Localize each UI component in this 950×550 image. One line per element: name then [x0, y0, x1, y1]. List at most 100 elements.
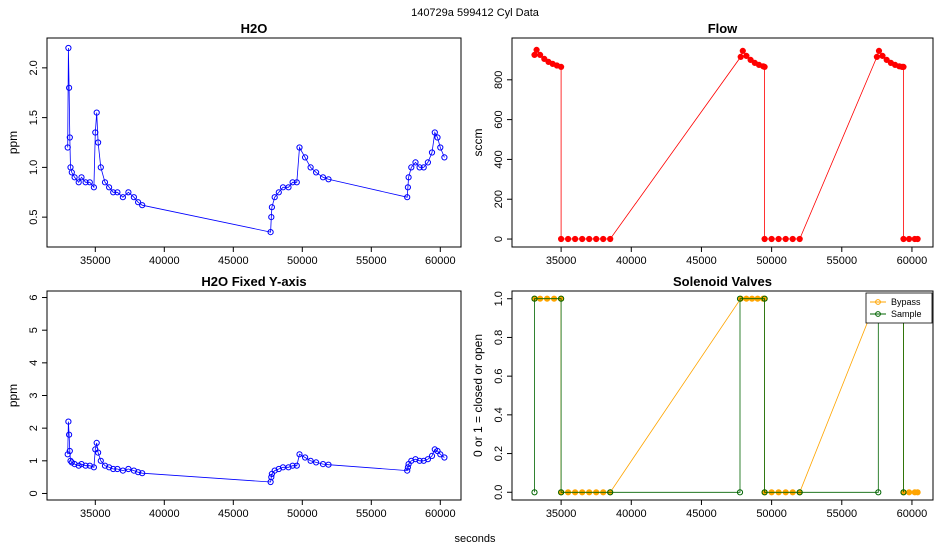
data-point: [875, 489, 882, 496]
data-point: [97, 164, 104, 171]
data-point: [319, 174, 327, 181]
x-tick-label: 60000: [425, 508, 456, 520]
data-point: [271, 194, 278, 201]
data-point: [906, 489, 913, 496]
data-point: [66, 447, 73, 455]
series-line-bypass: [534, 298, 918, 493]
data-point: [416, 457, 423, 464]
data-point: [307, 164, 314, 171]
panel-title: Flow: [708, 21, 738, 36]
data-point: [93, 439, 100, 446]
data-point: [90, 184, 98, 191]
x-tick-label: 45000: [218, 255, 249, 267]
data-point: [782, 235, 789, 243]
data-point: [78, 461, 85, 468]
data-point: [114, 189, 121, 196]
data-point: [289, 462, 296, 469]
data-point: [296, 144, 303, 151]
x-tick-label: 50000: [756, 255, 787, 267]
data-point: [434, 134, 441, 141]
data-point: [736, 295, 744, 302]
data-point: [78, 174, 85, 181]
x-tick-label: 45000: [218, 508, 249, 520]
panel-title: Solenoid Valves: [673, 274, 772, 289]
x-tick-label: 55000: [356, 508, 387, 520]
data-point: [586, 235, 593, 243]
x-tick-label: 45000: [686, 508, 717, 520]
data-point: [408, 164, 415, 171]
y-tick-label: 4: [28, 360, 40, 366]
data-point: [796, 235, 803, 243]
panel-title: H2O Fixed Y-axis: [201, 274, 306, 289]
data-point: [139, 202, 146, 209]
data-point: [431, 129, 438, 136]
data-point: [404, 194, 411, 201]
data-point: [82, 179, 89, 186]
y-tick-label: 2: [28, 425, 40, 431]
data-point: [101, 462, 109, 469]
x-tick-label: 40000: [616, 508, 647, 520]
data-point: [607, 489, 614, 496]
y-tick-label: 1.0: [28, 160, 40, 175]
data-point: [600, 235, 607, 243]
data-point: [110, 189, 117, 196]
series-line: [534, 49, 918, 240]
data-point: [768, 235, 775, 243]
y-tick-label: 0.6: [493, 368, 505, 383]
data-point: [268, 474, 275, 481]
y-tick-label: 0.2: [493, 446, 505, 461]
data-point: [97, 457, 104, 464]
data-point: [313, 459, 320, 466]
data-point: [66, 84, 73, 91]
data-point: [412, 159, 419, 166]
data-point: [307, 457, 314, 464]
legend-box: [865, 292, 933, 324]
data-point: [428, 149, 436, 156]
data-point: [293, 462, 300, 469]
data-point: [593, 235, 600, 243]
data-point: [875, 47, 883, 55]
data-point: [325, 461, 332, 468]
data-point: [572, 235, 579, 243]
data-point: [92, 129, 99, 136]
data-point: [405, 174, 412, 181]
x-tick-label: 55000: [826, 508, 857, 520]
data-point: [68, 169, 75, 176]
data-point: [71, 461, 78, 468]
y-axis-label: ppm: [6, 384, 20, 407]
chart-panel-h2o: 35000 40000 45000 50000 55000 60000 0.5 1.0 1.5 2…: [6, 21, 462, 267]
data-point: [66, 431, 73, 438]
y-tick-label: 0: [28, 490, 40, 496]
y-axis-label: sccm: [471, 129, 485, 157]
x-tick-label: 50000: [287, 508, 318, 520]
data-point: [743, 52, 750, 60]
data-point: [110, 465, 117, 473]
data-point: [761, 295, 768, 302]
chart-panels: 35000 40000 45000 50000 55000 600000.51.01.52…: [6, 21, 934, 520]
data-point: [285, 464, 292, 471]
y-tick-label: 400: [493, 150, 505, 168]
data-point: [404, 464, 411, 471]
y-tick-label: 2.0: [28, 60, 40, 75]
data-point: [441, 154, 448, 161]
data-point: [135, 199, 142, 206]
y-tick-label: 1.5: [28, 110, 40, 125]
data-point: [130, 194, 137, 201]
data-point: [289, 179, 296, 186]
data-point: [119, 467, 127, 474]
data-point: [541, 55, 548, 63]
data-point: [86, 462, 93, 469]
data-point: [900, 489, 907, 496]
series-line: [67, 47, 445, 233]
data-point: [558, 235, 565, 243]
y-tick-label: 600: [493, 110, 505, 128]
data-point: [119, 194, 127, 201]
data-point: [761, 489, 768, 496]
chart-panel-h2o-fixed: 35000 40000 45000 50000 55000 60000 0 1 2 3 4 5 6 H2O…: [6, 274, 462, 520]
data-point: [789, 235, 796, 243]
data-point: [437, 144, 444, 151]
data-point: [75, 179, 82, 186]
data-point: [302, 154, 309, 161]
legend-label: Sample: [891, 309, 922, 319]
